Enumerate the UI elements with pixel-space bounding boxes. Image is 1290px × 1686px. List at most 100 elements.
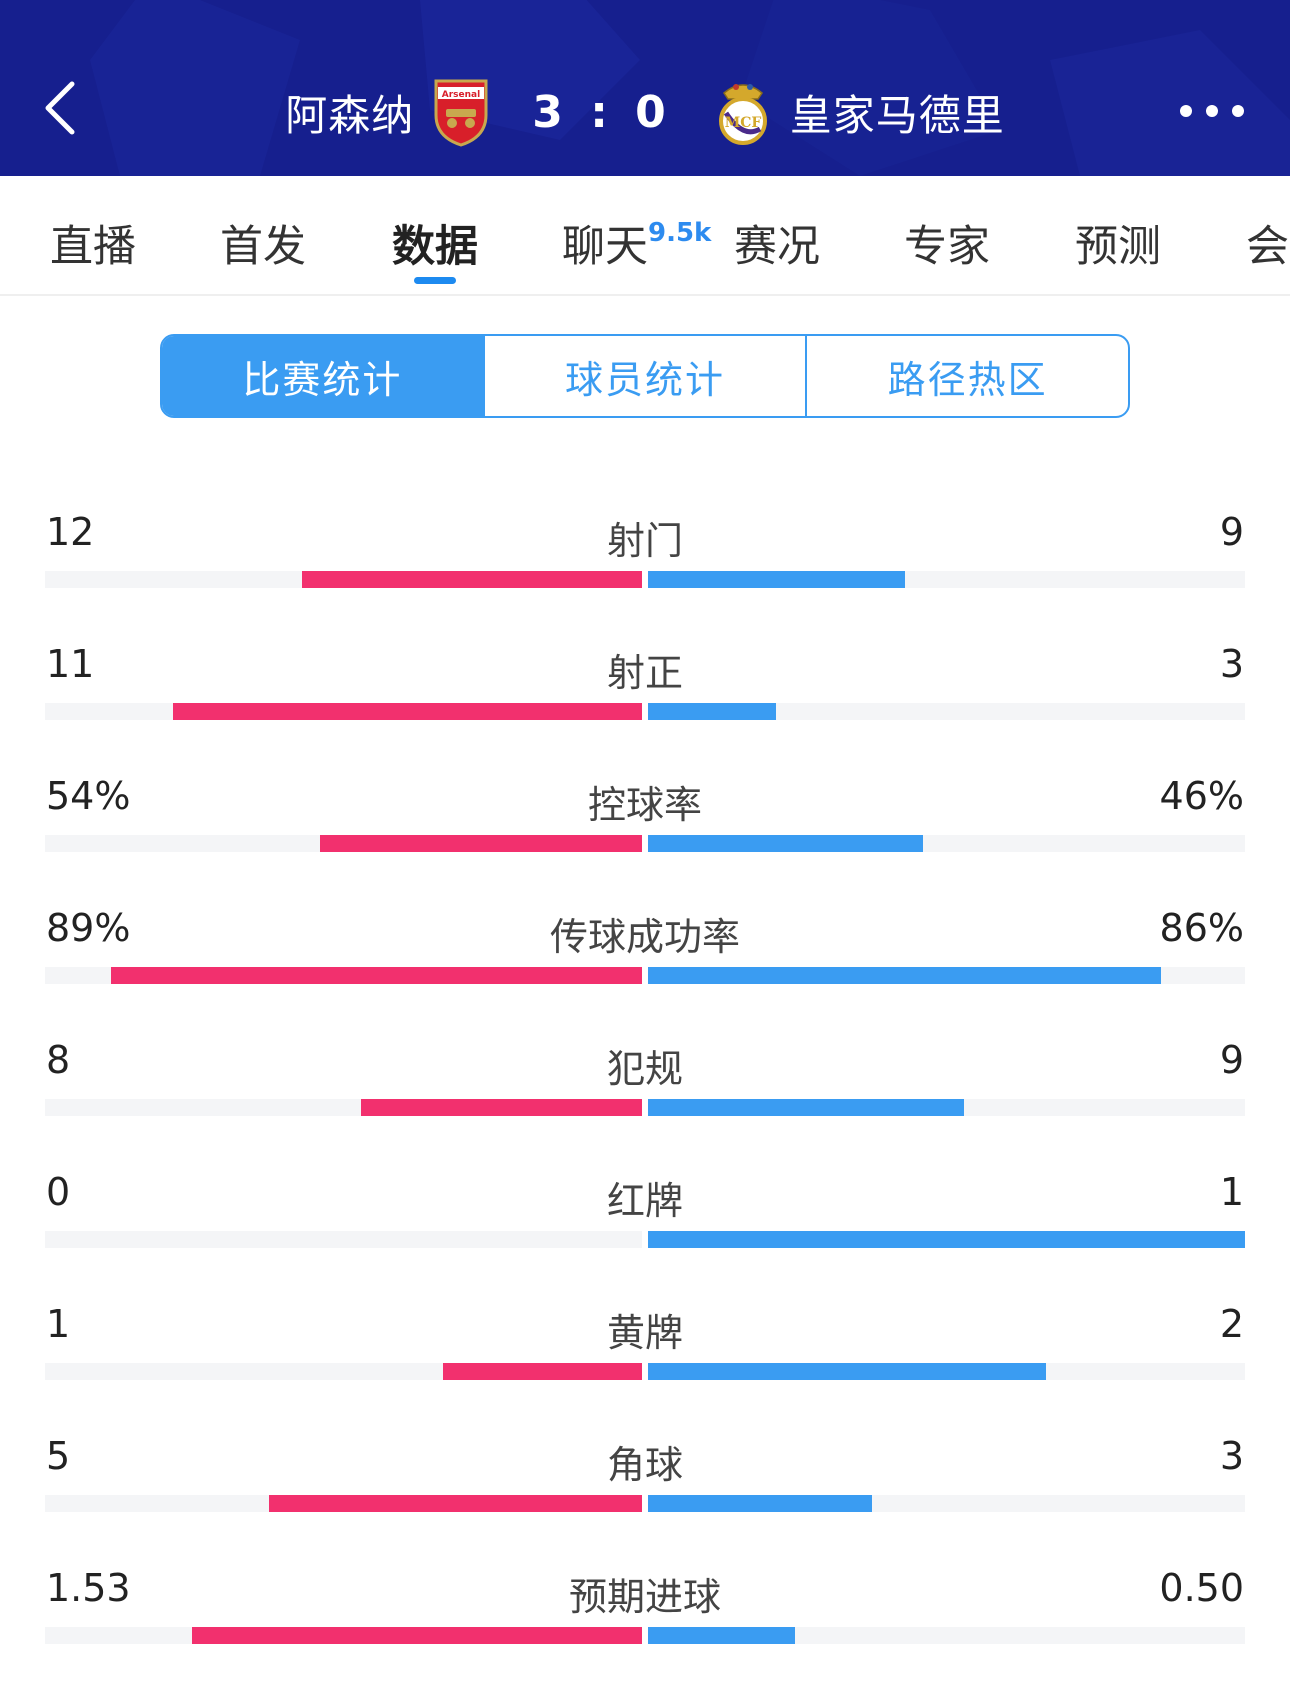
home-bar-track — [45, 967, 642, 984]
stat-label: 射门 — [606, 519, 683, 563]
home-value: 8 — [46, 1038, 71, 1082]
stat-label: 犯规 — [606, 1047, 683, 1091]
stat-label: 控球率 — [587, 783, 702, 827]
away-bar — [648, 1495, 872, 1512]
away-bar-track — [648, 1363, 1245, 1380]
home-bar-track — [45, 1099, 642, 1116]
tab-live[interactable]: 直播 — [50, 212, 136, 274]
tab-label: 专家 — [904, 222, 990, 272]
segment-player-stats[interactable]: 球员统计 — [482, 336, 806, 416]
home-bar-track — [45, 703, 642, 720]
tab-match-events[interactable]: 赛况 — [734, 212, 820, 274]
home-value: 89% — [46, 906, 131, 950]
away-bar — [648, 1363, 1047, 1380]
away-team-name[interactable]: 皇家马德里 — [789, 90, 1005, 140]
tab-label: 赛况 — [734, 222, 820, 272]
away-bar — [648, 1627, 795, 1644]
away-value: 0.50 — [1159, 1566, 1244, 1610]
home-bar-track — [45, 1363, 642, 1380]
away-value: 9 — [1219, 1038, 1244, 1082]
home-value: 1.53 — [46, 1566, 131, 1610]
stat-label: 红牌 — [606, 1179, 683, 1223]
tab-label: 会 — [1246, 222, 1289, 272]
tab-label: 直播 — [50, 222, 136, 272]
segment-match-stats[interactable]: 比赛统计 — [162, 336, 483, 416]
away-value: 1 — [1219, 1170, 1244, 1214]
home-value: 5 — [46, 1434, 71, 1478]
stat-label: 射正 — [606, 651, 683, 695]
home-bar-track — [45, 1627, 642, 1644]
home-team-name[interactable]: 阿森纳 — [285, 90, 415, 140]
home-bar — [319, 835, 642, 852]
tab-lineup[interactable]: 首发 — [220, 212, 306, 274]
stat-label: 传球成功率 — [549, 915, 740, 959]
stat-label: 预期进球 — [568, 1575, 721, 1619]
away-value: 86% — [1159, 906, 1244, 950]
stat-row: 12 射门 9 — [0, 470, 1290, 602]
stat-label: 角球 — [606, 1443, 683, 1487]
svg-text:MCF: MCF — [724, 115, 761, 131]
tab-prediction[interactable]: 预测 — [1075, 212, 1161, 274]
stat-row: 8 犯规 9 — [0, 998, 1290, 1130]
tab-chat[interactable]: 聊天9.5k — [562, 212, 711, 274]
away-bar — [648, 571, 905, 588]
real-madrid-crest-icon[interactable]: MCF — [714, 77, 772, 147]
arsenal-crest-icon[interactable]: Arsenal — [432, 77, 490, 147]
more-options-button[interactable] — [1180, 96, 1246, 126]
home-bar — [361, 1099, 642, 1116]
home-value: 54% — [46, 774, 131, 818]
away-bar-track — [648, 967, 1245, 984]
home-bar — [268, 1495, 642, 1512]
tab-data[interactable]: 数据 — [392, 212, 478, 274]
stats-segmented-control: 比赛统计 球员统计 路径热区 — [160, 334, 1130, 418]
home-value: 12 — [46, 510, 95, 554]
away-bar — [648, 1099, 965, 1116]
stat-row: 11 射正 3 — [0, 602, 1290, 734]
away-bar-track — [648, 703, 1245, 720]
tab-experts[interactable]: 专家 — [904, 212, 990, 274]
match-scoreline: 阿森纳 Arsenal 3 : 0 MCF 皇家马德里 — [0, 76, 1290, 148]
match-header: 阿森纳 Arsenal 3 : 0 MCF 皇家马德里 — [0, 0, 1290, 176]
home-bar-track — [45, 1495, 642, 1512]
tab-more[interactable]: 会 — [1246, 212, 1289, 274]
tab-label: 数据 — [392, 222, 478, 272]
home-bar — [191, 1627, 642, 1644]
away-bar — [648, 967, 1162, 984]
tab-label: 预测 — [1075, 222, 1161, 272]
away-bar-track — [648, 1627, 1245, 1644]
home-bar — [301, 571, 642, 588]
away-bar-track — [648, 571, 1245, 588]
stat-row: 54% 控球率 46% — [0, 734, 1290, 866]
away-value: 9 — [1219, 510, 1244, 554]
away-bar-track — [648, 835, 1245, 852]
more-dot-icon — [1180, 105, 1192, 117]
away-value: 3 — [1219, 1434, 1244, 1478]
stat-label: 黄牌 — [606, 1311, 683, 1355]
stat-row: 1 黄牌 2 — [0, 1262, 1290, 1394]
back-button[interactable] — [40, 78, 80, 138]
tab-label: 聊天 — [562, 222, 648, 272]
home-bar — [110, 967, 642, 984]
more-dot-icon — [1232, 105, 1244, 117]
home-bar-track — [45, 835, 642, 852]
away-bar-track — [648, 1231, 1245, 1248]
star-pattern-decoration — [90, 0, 1290, 176]
away-bar-track — [648, 1099, 1245, 1116]
stat-row: 0 红牌 1 — [0, 1130, 1290, 1262]
away-bar — [648, 703, 776, 720]
home-bar-track — [45, 1231, 642, 1248]
home-bar — [443, 1363, 642, 1380]
away-bar — [648, 835, 923, 852]
stat-row: 5 角球 3 — [0, 1394, 1290, 1526]
stat-row: 89% 传球成功率 86% — [0, 866, 1290, 998]
segment-heatmap[interactable]: 路径热区 — [805, 336, 1128, 416]
home-value: 0 — [46, 1170, 71, 1214]
away-bar-track — [648, 1495, 1245, 1512]
away-value: 46% — [1159, 774, 1244, 818]
more-dot-icon — [1206, 105, 1218, 117]
chat-count-badge: 9.5k — [648, 218, 712, 248]
arsenal-crest-text: Arsenal — [442, 90, 480, 100]
chevron-left-icon — [45, 81, 75, 135]
away-bar — [648, 1231, 1245, 1248]
away-value: 3 — [1219, 642, 1244, 686]
